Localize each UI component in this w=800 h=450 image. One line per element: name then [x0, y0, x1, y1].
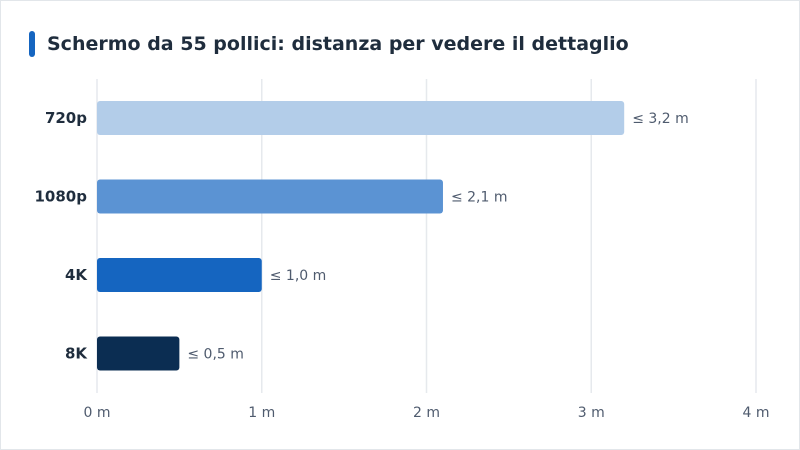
bar-3: [97, 336, 180, 371]
category-label-0: 720p: [45, 109, 87, 127]
x-tick-label-2: 2 m: [413, 405, 440, 421]
category-label-2: 4K: [65, 266, 88, 284]
x-tick-label-0: 0 m: [84, 405, 111, 421]
category-label-1: 1080p: [35, 188, 88, 206]
chart-title: Schermo da 55 pollici: distanza per vede…: [47, 33, 629, 55]
bar-2: [97, 258, 262, 292]
chart-header: Schermo da 55 pollici: distanza per vede…: [29, 31, 629, 57]
value-label-2: ≤ 1,0 m: [270, 268, 327, 284]
title-accent-bar: [29, 31, 35, 57]
value-label-3: ≤ 0,5 m: [187, 347, 244, 363]
x-tick-label-1: 1 m: [248, 405, 275, 421]
x-tick-label-4: 4 m: [743, 405, 770, 421]
category-label-3: 8K: [65, 345, 88, 363]
bar-0: [97, 101, 625, 135]
bar-1: [97, 179, 443, 214]
value-label-1: ≤ 2,1 m: [451, 190, 508, 206]
value-label-0: ≤ 3,2 m: [632, 111, 689, 127]
x-tick-label-3: 3 m: [578, 405, 605, 421]
